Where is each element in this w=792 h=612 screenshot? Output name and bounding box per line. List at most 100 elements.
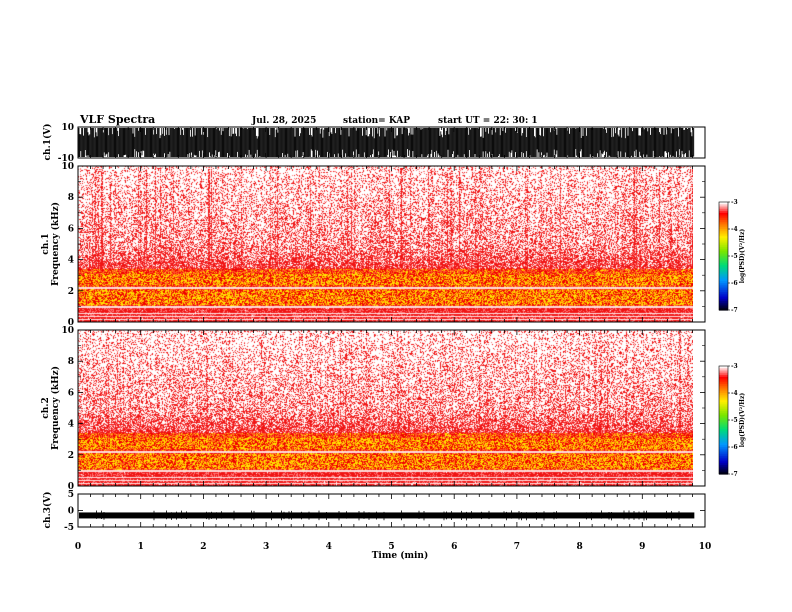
colorbar-swatch [719,380,728,383]
colorbar-swatch [719,445,728,448]
colorbar-swatch [719,470,728,473]
colorbar-swatch [719,265,728,268]
colorbar-swatch [719,229,728,232]
colorbar-swatch [719,288,728,291]
colorbar-swatch [719,461,728,464]
colorbar-swatch [719,241,728,244]
colorbar-swatch [719,439,728,443]
colorbar-swatch [719,423,728,426]
colorbar-swatch [719,248,728,252]
colorbar-swatch [719,387,728,390]
colorbar-swatch [719,421,728,425]
colorbar-swatch [719,212,728,216]
colorbar-swatch [719,214,728,217]
y-tick-label: 4 [68,420,74,430]
x-tick-label: 6 [451,542,457,552]
colorbar-swatch [719,391,728,394]
colorbar-swatch [719,472,728,475]
ch3-waveform-panel: 5 0 -5 ch.3(V) [42,490,706,533]
colorbar-swatch [719,220,728,223]
colorbar-swatch [719,396,728,399]
colorbar-swatch [719,441,728,444]
ch3-waveform-trace [79,510,695,521]
colorbar-swatch [719,389,728,392]
station-label: station= KAP [343,116,410,126]
colorbar-swatch [719,434,728,437]
ch2-spectrogram-ylabel: Frequency (kHz) [50,366,61,450]
colorbar-swatch [719,232,728,235]
colorbar-swatch [719,268,728,271]
y-tick-label: 4 [68,256,74,266]
ch1-spectrogram-canvas-wrap [78,166,693,322]
colorbar-swatch [719,384,728,387]
colorbar-tick-label: -3 [731,363,738,370]
colorbar-swatch [719,369,728,372]
colorbar-tick-label: -5 [731,417,738,424]
colorbar-tick-label: -7 [731,471,738,478]
colorbar-swatch [719,263,728,266]
y-tick-label: 8 [68,357,74,367]
colorbar-tick-label: -7 [731,307,738,314]
x-tick-label: 3 [263,542,269,552]
colorbar-swatch [719,243,728,246]
colorbar-swatch [719,259,728,262]
colorbar-swatch [719,367,728,371]
colorbar-swatch [719,416,728,419]
colorbar-swatch [719,236,728,239]
colorbar-swatch [719,283,728,286]
x-tick-label: 4 [326,542,332,552]
colorbar-swatch [719,454,728,457]
colorbar-swatch [719,447,728,450]
colorbar-swatch [719,366,728,369]
colorbar-swatch [719,223,728,226]
colorbar-swatch [719,250,728,253]
colorbar-swatch [719,376,728,380]
colorbar-swatch [719,411,728,414]
colorbar-swatch [719,234,728,237]
colorbar-swatch [719,398,728,401]
colorbar-swatch [719,436,728,439]
colorbar-swatch [719,295,728,298]
colorbar-swatch [719,299,728,302]
colorbar-swatch [719,239,728,243]
colorbar-swatch [719,230,728,234]
colorbar-swatch [719,281,728,284]
colorbar-swatch [719,279,728,282]
colorbar-swatch [719,225,728,228]
colorbar-swatch [719,425,728,428]
x-axis-tick-labels: 0 1 2 3 4 5 6 7 8 9 10 [75,542,711,552]
colorbar-swatch [719,202,728,205]
colorbar-swatch [719,393,728,396]
ch3-waveform-ylabel: ch.3(V) [42,492,53,529]
x-tick-label: 8 [576,542,582,552]
colorbar-tick-label: -3 [731,199,738,206]
colorbar-swatch [719,409,728,412]
x-tick-label: 9 [639,542,645,552]
colorbar-swatch [719,385,728,389]
y-tick-label: 2 [68,287,74,297]
ch2-spectrogram-channel-label: ch.2 [41,397,51,418]
colorbar-swatch [719,247,728,250]
start-time-label: start UT = 22: 30: 1 [438,116,538,126]
colorbar-swatch [719,292,728,295]
y-tick-label: 10 [61,326,74,336]
colorbar-swatch [719,270,728,273]
colorbar-swatch [719,252,728,255]
colorbar-swatch [719,274,728,277]
y-tick-label: 2 [68,451,74,461]
ch1-waveform-panel: 10 -10 ch.1(V) [42,123,706,164]
colorbar-swatch [719,245,728,248]
colorbar-swatch [719,430,728,434]
y-tick-label: 0 [68,482,74,492]
colorbar-swatch [719,414,728,417]
colorbar-swatch [719,371,728,374]
x-tick-label: 0 [75,542,81,552]
colorbar-swatch [719,207,728,210]
x-tick-label: 7 [514,542,520,552]
ch2-spectrogram-canvas-wrap [78,330,693,486]
ch1-spectrogram-panel: 0 2 4 6 8 10 ch.1 Frequency (kHz) -3 -4 -5 -6 -7 l… [41,162,746,328]
colorbar-swatch [719,286,728,289]
colorbar-swatch [719,405,728,408]
colorbar-swatch [719,412,728,416]
